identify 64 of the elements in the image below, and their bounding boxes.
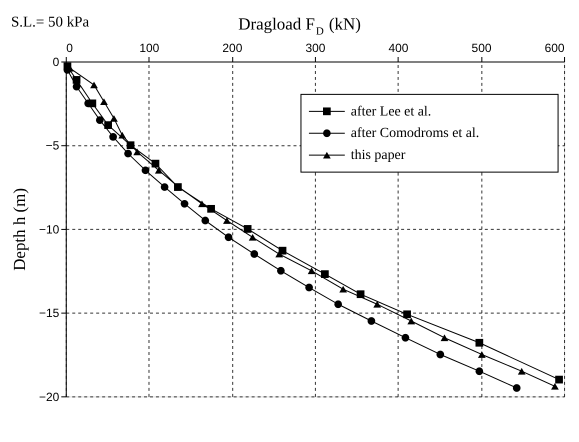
- x-tick-label: 200: [222, 41, 243, 56]
- point: [436, 350, 444, 358]
- point: [403, 310, 411, 318]
- point: [475, 338, 484, 347]
- point: [555, 376, 563, 384]
- point: [518, 368, 526, 375]
- point: [124, 150, 132, 158]
- point: [160, 183, 168, 191]
- point: [224, 233, 232, 242]
- y-tick-label: −5: [46, 138, 60, 153]
- text: S.L.= 50 kPa: [10, 14, 90, 31]
- point: [104, 121, 112, 129]
- point: [207, 204, 215, 213]
- point: [154, 166, 163, 174]
- point: [368, 317, 376, 325]
- point: [275, 250, 284, 258]
- point: [126, 141, 134, 150]
- y-tick-label: 0: [52, 54, 60, 69]
- x-tick-label: 300: [305, 41, 326, 56]
- point: [90, 82, 98, 88]
- point: [475, 367, 484, 376]
- point: [339, 286, 348, 293]
- point: [109, 132, 117, 141]
- point: [277, 266, 285, 275]
- point: [152, 160, 160, 168]
- point: [373, 300, 382, 308]
- point: [402, 334, 410, 342]
- legend-label: after Lee et al.: [350, 104, 432, 120]
- point: [407, 318, 416, 324]
- y-tick-label: −15: [39, 306, 60, 320]
- legend-label: this paper: [350, 148, 406, 164]
- point: [512, 384, 521, 392]
- x-tick-label: 500: [472, 41, 492, 56]
- point: [321, 270, 329, 278]
- legend-label: after Comodroms et al.: [350, 126, 480, 142]
- point: [72, 82, 80, 90]
- point: [308, 267, 316, 274]
- point: [250, 250, 258, 258]
- point: [440, 334, 448, 342]
- point: [201, 216, 210, 224]
- x-tick-label: 600: [544, 41, 565, 56]
- y-tick-label: −20: [39, 390, 60, 404]
- point: [248, 234, 256, 241]
- point: [142, 166, 150, 174]
- point: [551, 382, 559, 390]
- point: [72, 76, 80, 84]
- y-tick-label: −10: [39, 222, 60, 236]
- y-axis-title: Depth h (m): [10, 188, 30, 271]
- point: [96, 116, 104, 124]
- x-tick-label: 100: [139, 41, 160, 56]
- point: [198, 200, 206, 208]
- point: [223, 217, 231, 224]
- point: [110, 115, 118, 122]
- point: [334, 300, 342, 308]
- point: [180, 200, 188, 208]
- x-tick-label: 0: [66, 41, 74, 56]
- point: [478, 351, 486, 358]
- point: [356, 290, 364, 298]
- point: [100, 98, 108, 106]
- point: [133, 148, 142, 156]
- point: [305, 284, 313, 292]
- point: [118, 132, 126, 138]
- point: [244, 225, 252, 233]
- x-tick-label: 400: [388, 41, 409, 56]
